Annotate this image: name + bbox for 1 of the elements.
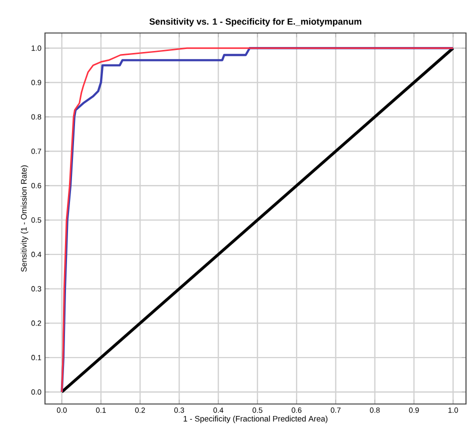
chart-title: Sensitivity vs. 1 - Specificity for E._miotympanum — [149, 18, 362, 26]
